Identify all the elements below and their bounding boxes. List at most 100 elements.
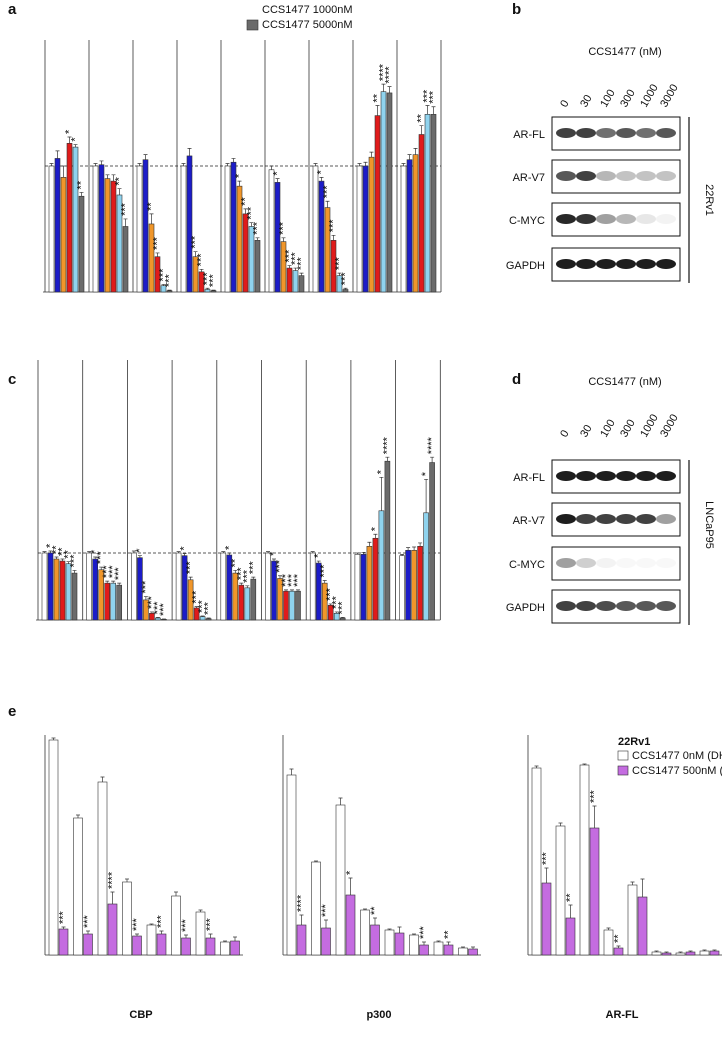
bar <box>148 223 155 293</box>
band <box>656 471 676 481</box>
bar <box>250 578 257 621</box>
significance: ** <box>51 545 63 554</box>
lane-label: 100 <box>598 88 618 110</box>
significance: *** <box>208 274 220 288</box>
row-label: GAPDH <box>506 602 545 614</box>
band <box>636 514 656 524</box>
significance: *** <box>418 925 430 939</box>
bar <box>286 774 297 956</box>
error-bar <box>328 603 333 606</box>
bar <box>131 552 137 621</box>
error-bar <box>61 926 66 929</box>
significance: *** <box>152 601 164 615</box>
band <box>576 514 596 524</box>
significance: ** <box>114 176 126 185</box>
bar <box>354 554 361 621</box>
significance: * <box>70 137 82 142</box>
band <box>656 601 676 611</box>
error-bar <box>325 200 330 208</box>
significance: * <box>45 543 57 548</box>
blot-title: CCS1477 (nM) <box>588 46 661 58</box>
significance: *** <box>107 565 119 579</box>
error-bar <box>582 763 587 765</box>
significance: *** <box>196 253 208 267</box>
error-bar <box>266 551 270 553</box>
error-bar <box>407 154 412 160</box>
significance: * <box>268 551 280 556</box>
significance: *** <box>337 601 349 615</box>
bar <box>98 164 105 293</box>
error-bar <box>76 814 80 818</box>
error-bar <box>422 941 426 945</box>
bar <box>58 928 69 956</box>
significance: *** <box>247 561 259 575</box>
error-bar <box>664 951 669 953</box>
significance: *** <box>205 917 217 931</box>
significance: *** <box>82 914 94 928</box>
bar <box>360 909 370 956</box>
bar <box>199 616 206 621</box>
panel-label: a <box>8 1 17 18</box>
band <box>556 214 576 224</box>
error-bar <box>357 163 362 166</box>
significance: ** <box>57 547 69 556</box>
band <box>556 171 576 181</box>
error-bar <box>375 105 380 116</box>
bar <box>268 169 275 293</box>
bar <box>627 884 638 956</box>
error-bar <box>99 566 104 570</box>
lane-label: 3000 <box>658 412 681 439</box>
row-label: GAPDH <box>506 260 545 272</box>
error-bar <box>281 237 286 242</box>
significance: * <box>272 171 284 176</box>
error-bar <box>51 737 56 740</box>
band <box>616 171 636 181</box>
error-bar <box>310 551 315 553</box>
error-bar <box>361 551 366 555</box>
panel-label: d <box>512 371 521 388</box>
cell-line: LNCaP95 <box>703 501 715 549</box>
error-bar <box>255 237 260 241</box>
error-bar <box>412 546 417 551</box>
error-bar <box>93 163 98 166</box>
error-bar <box>188 576 193 580</box>
bar <box>370 924 380 956</box>
lane-label: 1000 <box>638 412 661 439</box>
bar <box>265 552 271 621</box>
error-bar <box>193 251 198 257</box>
bar <box>107 903 118 956</box>
bar <box>675 952 686 956</box>
bar <box>295 590 301 621</box>
bar <box>468 948 478 956</box>
error-bar <box>67 136 72 144</box>
error-bar <box>225 163 230 166</box>
error-bar <box>413 148 418 155</box>
significance: * <box>234 173 246 178</box>
bar <box>651 951 662 956</box>
band <box>576 214 596 224</box>
error-bar <box>49 163 54 166</box>
error-bar <box>161 284 166 286</box>
band <box>616 128 636 138</box>
significance: **** <box>378 63 390 81</box>
bar <box>146 924 157 956</box>
bar <box>394 932 405 956</box>
error-bar <box>299 914 304 925</box>
significance: * <box>375 469 387 474</box>
row-label: AR-FL <box>513 472 545 484</box>
error-bar <box>678 951 683 953</box>
band <box>616 259 636 269</box>
error-bar <box>221 551 226 553</box>
error-bar <box>206 617 211 619</box>
significance: * <box>369 526 381 531</box>
band <box>596 259 616 269</box>
error-bar <box>381 83 386 92</box>
error-bar <box>367 541 372 547</box>
error-bar <box>397 926 402 933</box>
band <box>556 259 576 269</box>
bar <box>430 114 437 293</box>
bar <box>181 937 191 956</box>
bar <box>321 927 331 956</box>
bar <box>186 155 193 293</box>
band <box>596 514 616 524</box>
